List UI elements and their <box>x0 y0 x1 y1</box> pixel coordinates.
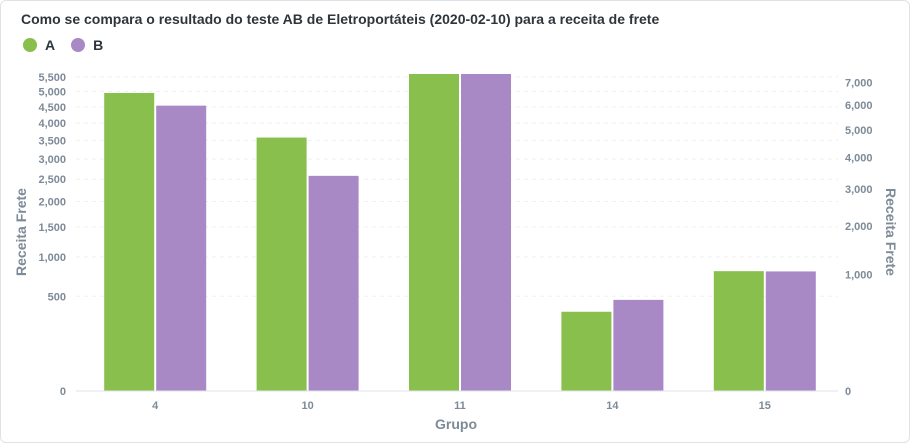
legend-label-a: A <box>45 37 56 53</box>
bar-a-4[interactable] <box>104 92 155 391</box>
bar-a-10[interactable] <box>256 137 307 391</box>
right-tick-label: 3,000 <box>845 184 873 196</box>
y-axis-title-right: Receita Frete <box>883 188 899 276</box>
left-tick-label: 4,500 <box>38 102 66 114</box>
legend-item-b[interactable]: B <box>71 37 103 53</box>
right-tick-label: 5,000 <box>845 125 873 137</box>
bar-b-4[interactable] <box>156 105 207 391</box>
x-tick-label: 11 <box>454 400 466 412</box>
left-tick-label: 4,000 <box>38 118 66 130</box>
right-tick-label: 7,000 <box>845 77 873 89</box>
x-tick-label: 15 <box>759 400 771 412</box>
left-tick-label: 0 <box>60 386 66 398</box>
left-tick-label: 3,000 <box>38 154 66 166</box>
x-axis: 4 10 11 14 15 <box>152 400 771 412</box>
left-tick-label: 2,500 <box>38 174 66 186</box>
bar-b-15[interactable] <box>765 271 816 391</box>
left-tick-label: 5,500 <box>38 72 66 84</box>
right-tick-label: 1,000 <box>845 269 873 281</box>
left-tick-label: 1,500 <box>38 222 66 234</box>
left-tick-label: 500 <box>48 291 66 303</box>
left-tick-label: 1,000 <box>38 252 66 264</box>
bar-a-14[interactable] <box>561 311 612 391</box>
x-tick-label: 10 <box>301 400 313 412</box>
bar-a-15[interactable] <box>713 271 764 391</box>
gridlines <box>76 76 838 297</box>
bars <box>104 74 816 391</box>
left-tick-label: 5,000 <box>38 86 66 98</box>
left-tick-label: 3,500 <box>38 135 66 147</box>
legend-swatch-b <box>71 38 86 52</box>
y-axis-title-left: Receita Frete <box>13 188 29 276</box>
left-axis: 0 500 1,000 1,500 2,000 2,500 3,000 3,500 4,000 4… <box>38 72 66 398</box>
legend-swatch-a <box>23 38 37 52</box>
right-tick-label: 4,000 <box>845 153 873 165</box>
right-tick-label: 2,000 <box>845 221 873 233</box>
x-axis-title: Grupo <box>435 416 477 432</box>
x-tick-label: 14 <box>606 400 619 412</box>
x-tick-label: 4 <box>152 400 159 412</box>
right-tick-label: 0 <box>845 386 851 398</box>
bar-b-14[interactable] <box>613 299 664 391</box>
legend-label-b: B <box>93 37 104 53</box>
left-tick-label: 2,000 <box>38 197 66 209</box>
right-tick-label: 6,000 <box>845 100 873 112</box>
bar-a-11[interactable] <box>409 74 459 391</box>
legend: A B <box>23 37 103 53</box>
chart-title: Como se compara o resultado do teste AB … <box>21 11 660 27</box>
right-axis: 0 1,000 2,000 3,000 4,000 5,000 6,000 7,000 <box>845 77 873 398</box>
bar-b-11[interactable] <box>461 74 511 391</box>
bar-b-10[interactable] <box>308 175 359 391</box>
legend-item-a[interactable]: A <box>23 37 55 53</box>
